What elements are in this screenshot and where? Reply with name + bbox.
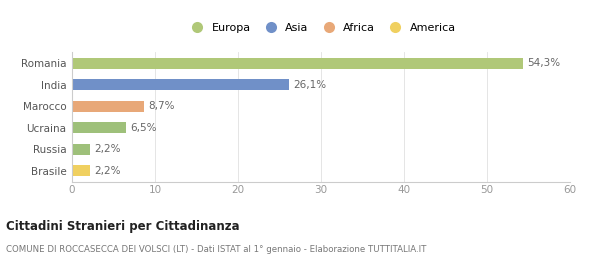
- Bar: [72, 58, 523, 69]
- Text: 8,7%: 8,7%: [148, 101, 175, 111]
- Bar: [72, 165, 90, 176]
- Text: 2,2%: 2,2%: [94, 166, 121, 176]
- Text: Cittadini Stranieri per Cittadinanza: Cittadini Stranieri per Cittadinanza: [6, 220, 239, 233]
- Text: 2,2%: 2,2%: [94, 144, 121, 154]
- Legend: Europa, Asia, Africa, America: Europa, Asia, Africa, America: [184, 21, 458, 36]
- Text: 26,1%: 26,1%: [293, 80, 326, 90]
- Text: 54,3%: 54,3%: [527, 58, 560, 68]
- Bar: [72, 144, 90, 155]
- Bar: [72, 122, 126, 133]
- Bar: [72, 101, 144, 112]
- Bar: [72, 79, 289, 90]
- Text: COMUNE DI ROCCASECCA DEI VOLSCI (LT) - Dati ISTAT al 1° gennaio - Elaborazione T: COMUNE DI ROCCASECCA DEI VOLSCI (LT) - D…: [6, 245, 427, 254]
- Text: 6,5%: 6,5%: [130, 123, 157, 133]
